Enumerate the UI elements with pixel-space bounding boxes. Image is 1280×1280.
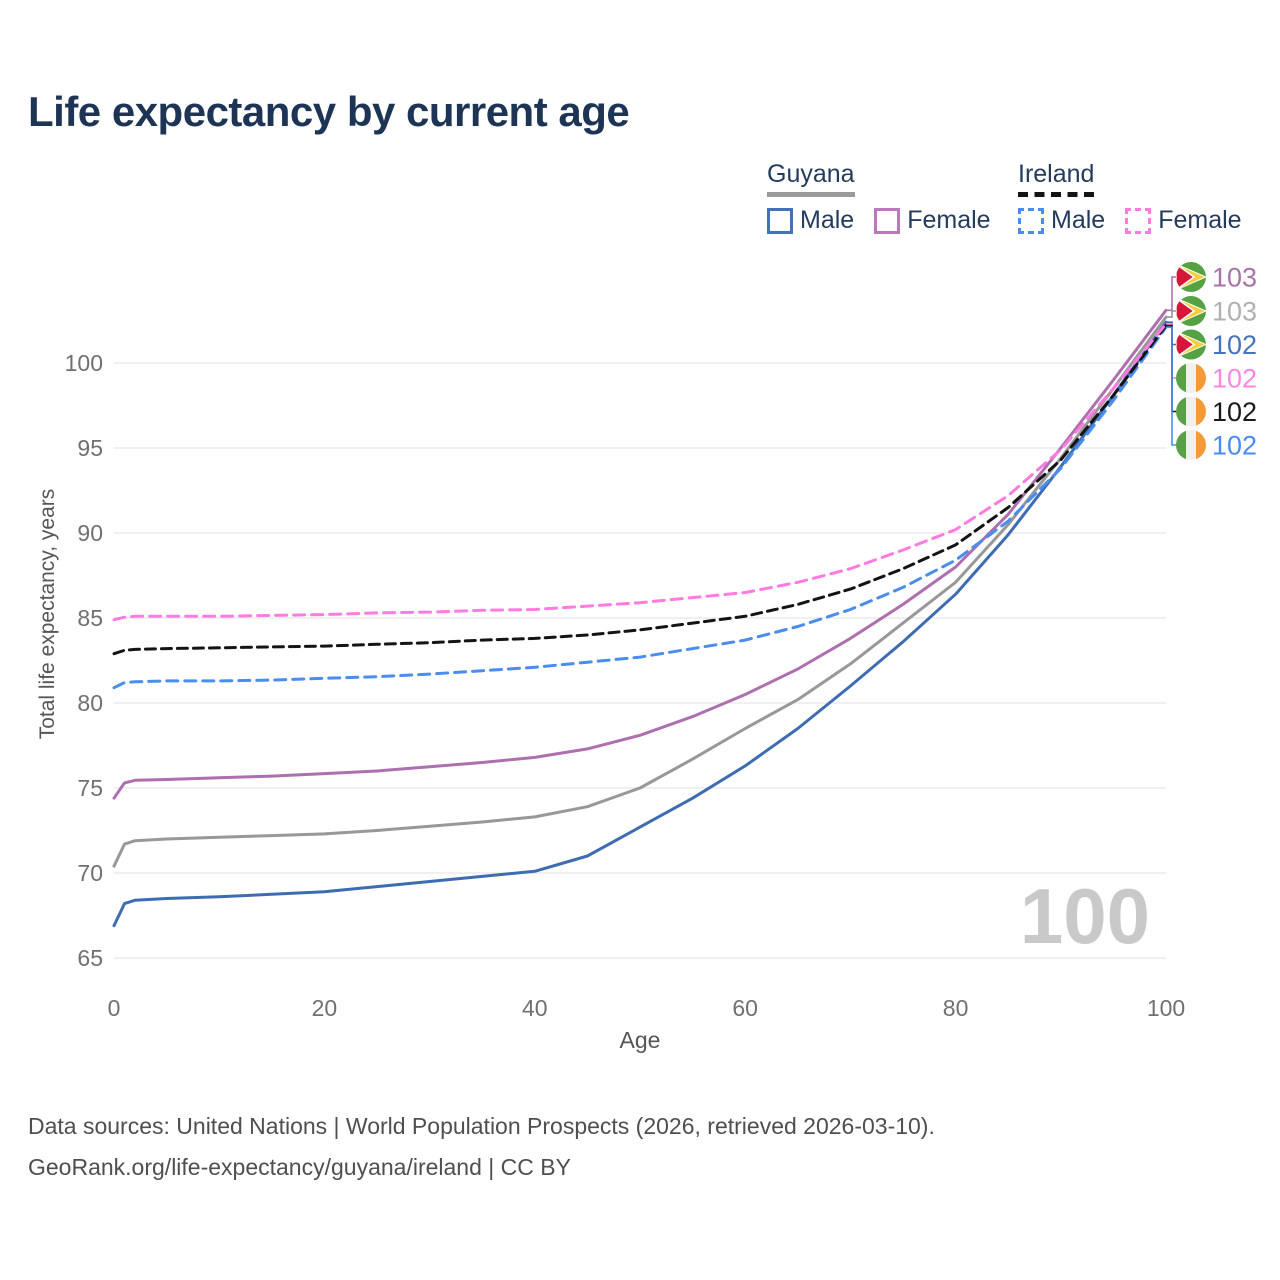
legend-label-ireland-male: Male — [1051, 206, 1106, 234]
endpoint-value-label: 102 — [1212, 364, 1257, 394]
ireland-female-swatch-icon — [1125, 207, 1152, 234]
x-axis-title: Age — [619, 1027, 661, 1053]
legend-label-ireland-female: Female — [1158, 206, 1242, 234]
endpoint-value-label: 103 — [1212, 263, 1257, 293]
footer: Data sources: United Nations | World Pop… — [28, 1106, 935, 1188]
endpoint-value-label: 102 — [1212, 330, 1257, 360]
series-line-ireland-female — [112, 322, 1168, 622]
y-tick-label: 95 — [77, 435, 103, 461]
legend-item-ireland-female[interactable]: Female — [1125, 206, 1242, 235]
y-tick-label: 80 — [77, 690, 103, 716]
endpoint-value-label: 102 — [1212, 431, 1257, 461]
guyana-flag-icon — [1176, 329, 1206, 360]
x-tick-label: 80 — [943, 995, 969, 1021]
leader-line-guyana-female — [1166, 276, 1176, 312]
legend-label-guyana-female: Female — [907, 206, 991, 234]
x-tick-label: 100 — [1147, 995, 1185, 1021]
y-tick-label: 65 — [77, 945, 103, 971]
legend-country-guyana: Guyana — [767, 160, 855, 197]
series-line-ireland-male — [112, 325, 1168, 690]
series-line-ireland-total — [112, 324, 1168, 656]
series-line-guyana-male — [112, 320, 1168, 928]
legend-label-guyana-male: Male — [800, 206, 855, 234]
ireland-male-swatch-icon — [1018, 207, 1044, 234]
y-tick-label: 100 — [65, 350, 103, 376]
leader-line-guyana-total — [1166, 310, 1176, 318]
axis-tick-labels: 65 70 75 80 85 90 95 100 0 20 40 60 80 100 — [65, 350, 1186, 1021]
leader-line-ireland-total — [1166, 324, 1176, 413]
series-line-guyana-female — [112, 308, 1168, 800]
series-lines — [112, 308, 1168, 928]
guyana-flag-icon — [1176, 296, 1206, 326]
series-line-guyana-total — [112, 315, 1168, 868]
footer-attribution-link[interactable]: GeoRank.org/life-expectancy/guyana/irela… — [28, 1154, 571, 1180]
endpoint-value-label: 102 — [1212, 397, 1257, 427]
legend-item-ireland-male[interactable]: Male — [1018, 206, 1105, 235]
x-tick-label: 60 — [732, 995, 758, 1021]
y-tick-label: 75 — [77, 775, 103, 801]
guyana-flag-icon — [1176, 262, 1206, 292]
legend-country-ireland: Ireland — [1018, 160, 1095, 197]
legend-item-guyana-female[interactable]: Female — [874, 206, 991, 235]
gridlines — [114, 362, 1166, 959]
y-tick-label: 90 — [77, 520, 103, 546]
y-tick-label: 85 — [77, 605, 103, 631]
ireland-flag-icon — [1176, 396, 1206, 427]
y-tick-label: 70 — [77, 860, 103, 886]
legend-group-guyana: Guyana Male Female — [767, 160, 991, 235]
page-title: Life expectancy by current age — [28, 88, 630, 135]
x-tick-label: 40 — [522, 995, 548, 1021]
guyana-female-swatch-icon — [874, 207, 901, 234]
footer-data-sources: Data sources: United Nations | World Pop… — [28, 1113, 935, 1139]
leader-line-ireland-female — [1166, 323, 1176, 379]
x-tick-label: 0 — [108, 995, 121, 1021]
legend-row-guyana: Male Female — [767, 206, 991, 235]
legend-row-ireland: Male Female — [1018, 206, 1242, 235]
endpoint-value-label: 103 — [1212, 297, 1257, 327]
legend-group-ireland: Ireland Male Female — [1018, 160, 1242, 235]
y-axis-title: Total life expectancy, years — [36, 488, 59, 740]
ireland-flag-icon — [1176, 430, 1206, 460]
leader-line-ireland-male — [1166, 326, 1176, 446]
hover-age-watermark: 100 — [1019, 872, 1151, 960]
legend-item-guyana-male[interactable]: Male — [767, 206, 854, 235]
x-tick-label: 20 — [312, 995, 338, 1021]
guyana-male-swatch-icon — [767, 207, 793, 234]
ireland-flag-icon — [1176, 363, 1206, 393]
